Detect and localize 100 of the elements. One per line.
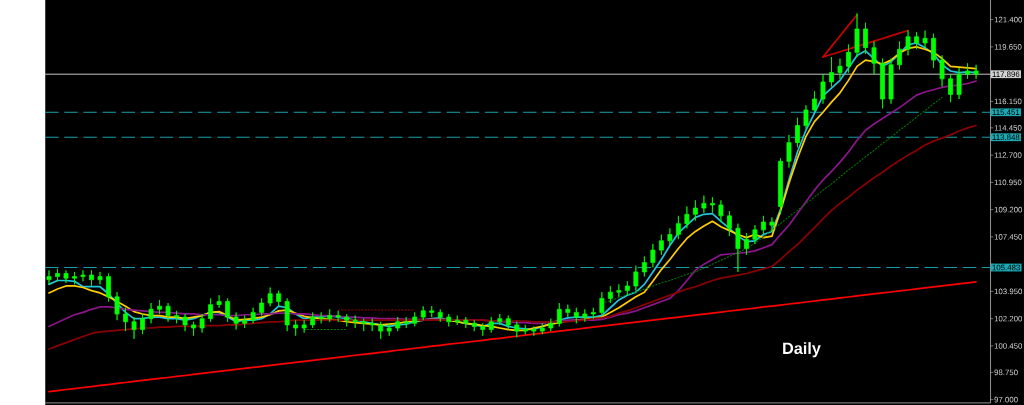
candlestick: [352, 315, 358, 329]
candlestick: [837, 58, 843, 80]
candlestick: [829, 56, 834, 87]
candlestick: [497, 313, 503, 326]
candlestick: [250, 307, 256, 324]
candlestick: [641, 255, 647, 277]
candlestick: [675, 215, 681, 240]
candlestick: [948, 73, 953, 103]
candlestick: [539, 322, 545, 335]
candlestick: [778, 157, 783, 215]
candlestick: [701, 195, 707, 213]
candlestick: [735, 223, 741, 273]
candlestick: [692, 199, 698, 221]
candlestick: [386, 322, 392, 337]
candlestick: [454, 315, 460, 326]
candlestick: [582, 308, 588, 322]
candlestick: [148, 302, 154, 324]
candlestick: [63, 269, 69, 284]
candlestick: [344, 313, 350, 327]
candlestick: [590, 307, 596, 319]
candlestick: [174, 310, 179, 324]
candlestick: [922, 30, 928, 48]
candlestick: [310, 311, 316, 329]
candlestick: [854, 12, 860, 58]
candlestick: [514, 321, 520, 338]
candlestick: [80, 269, 86, 282]
candlestick: [327, 308, 333, 322]
candlestick: [437, 308, 443, 322]
candlestick: [233, 311, 239, 330]
candlestick: [216, 294, 222, 308]
candlestick: [395, 316, 401, 332]
candlestick: [318, 311, 324, 324]
candlestick: [182, 313, 188, 332]
candlestick: [114, 291, 120, 321]
candlestick: [973, 64, 979, 80]
candlestick: [624, 280, 630, 296]
candlestick: [931, 33, 936, 69]
candlestick: [106, 272, 111, 302]
candlestick: [565, 304, 571, 318]
line-series: [48, 280, 977, 393]
candlestick: [573, 307, 579, 324]
candlestick: [880, 58, 885, 109]
candlestick: [956, 67, 962, 100]
candlestick: [769, 216, 775, 232]
candlestick: [752, 224, 758, 245]
candlestick: [412, 311, 418, 327]
candlestick: [548, 318, 554, 332]
candlestick: [556, 302, 562, 327]
candlestick: [803, 104, 809, 129]
candlestick: [863, 22, 868, 55]
candlestick: [335, 310, 341, 322]
candlestick: [89, 269, 94, 287]
candlestick: [718, 199, 724, 223]
candlestick: [795, 117, 800, 148]
candlestick: [846, 44, 851, 73]
candlestick: [658, 234, 664, 256]
candlestick: [761, 215, 766, 235]
candlestick: [812, 90, 817, 112]
candlestick: [505, 315, 511, 330]
candlestick: [293, 319, 299, 337]
candlestick: [709, 196, 715, 213]
candlestick: [965, 62, 970, 80]
candlestick: [897, 40, 902, 70]
candlestick: [191, 321, 196, 337]
candlestick: [208, 297, 214, 322]
candlestick: [650, 243, 656, 268]
candlestick: [463, 316, 469, 329]
candlestick: [446, 313, 452, 327]
candlestick: [522, 324, 528, 335]
candlestick: [633, 265, 639, 291]
candlestick: [667, 227, 673, 246]
candlestick: [888, 58, 894, 104]
candlestick: [131, 316, 137, 340]
candlestick: [905, 30, 911, 56]
candlestick: [616, 283, 622, 298]
candlestick: [55, 268, 60, 282]
candlestick: [939, 54, 945, 87]
candlestick: [531, 325, 537, 337]
candlestick: [727, 210, 732, 237]
candlestick: [369, 318, 375, 332]
candlestick: [267, 286, 273, 307]
candlestick: [165, 302, 171, 322]
candlestick: [607, 285, 613, 304]
candlestick: [140, 313, 145, 335]
candlestick: [242, 315, 248, 329]
candlestick: [488, 316, 494, 333]
candlestick: [403, 316, 409, 329]
candlestick: [276, 290, 282, 307]
candlestick: [72, 271, 77, 285]
candlestick: [378, 321, 384, 340]
candlestick: [301, 319, 307, 333]
candlestick: [599, 291, 605, 316]
candlestick: [199, 313, 205, 333]
candlestick: [914, 31, 919, 50]
candlestick: [744, 232, 749, 256]
annotation: Daily: [783, 342, 821, 358]
candlestick: [820, 73, 826, 104]
candlestick: [471, 319, 477, 332]
candlestick: [480, 322, 486, 337]
candlestick: [284, 297, 290, 332]
